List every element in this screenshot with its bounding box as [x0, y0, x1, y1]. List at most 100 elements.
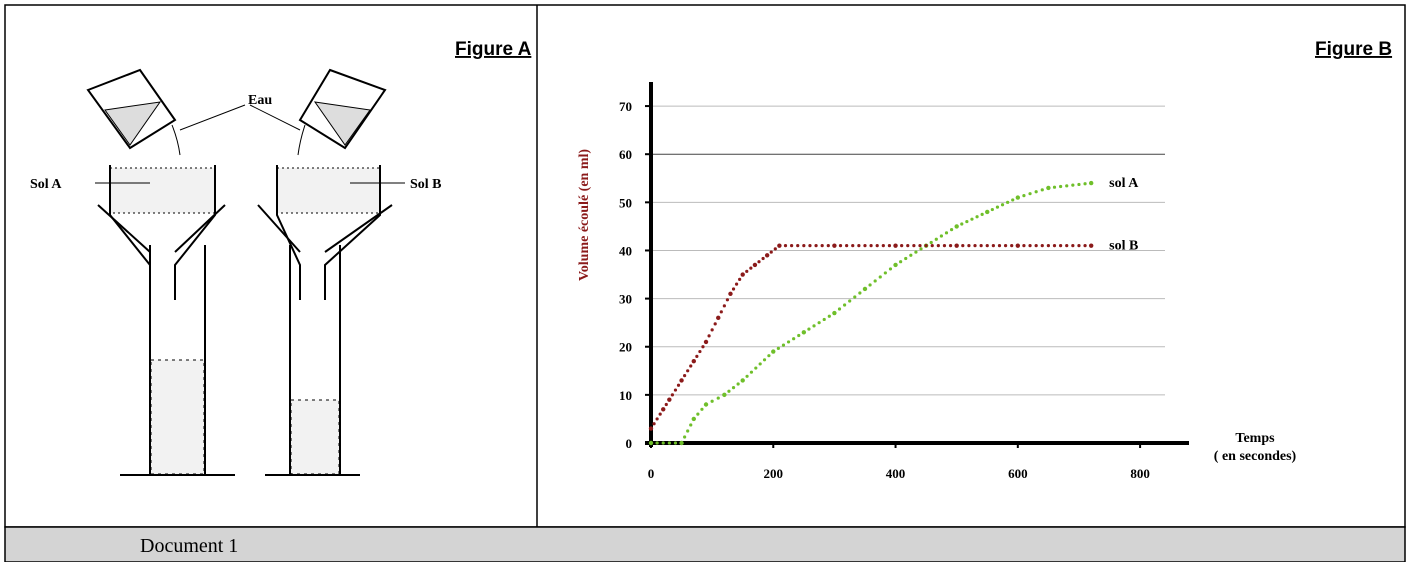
line-dot [719, 310, 723, 314]
data-point [661, 407, 666, 412]
data-point [667, 397, 672, 402]
line-dot [1065, 184, 1069, 188]
water-label: Eau [248, 93, 272, 108]
line-dot [869, 244, 873, 248]
data-point [1088, 180, 1094, 186]
line-dot [700, 407, 704, 411]
line-dot [838, 244, 843, 248]
line-dot [887, 244, 892, 248]
data-point [703, 402, 709, 407]
line-dot [796, 244, 800, 248]
data-point [728, 291, 733, 296]
soil-a-label: Sol A [30, 177, 62, 192]
data-point [954, 224, 959, 229]
x-axis-label: ( en secondes) [1214, 449, 1297, 464]
line-dot [924, 244, 928, 248]
data-point [679, 440, 684, 446]
line-dot [689, 423, 693, 427]
data-point [703, 339, 709, 345]
line-dot [918, 244, 922, 248]
line-dot [698, 349, 702, 354]
line-dot [853, 295, 857, 299]
line-dot [683, 435, 687, 439]
line-dot [1028, 244, 1032, 248]
line-dot [909, 253, 913, 257]
caption-row [4, 526, 1406, 562]
line-dot [695, 354, 699, 358]
line-dot [845, 244, 849, 248]
line-dot [749, 370, 754, 374]
y-tick-label: 0 [626, 436, 633, 451]
line-dot [790, 244, 794, 248]
line-dot [1010, 244, 1014, 248]
y-tick-label: 60 [619, 147, 632, 162]
data-point [716, 315, 721, 321]
line-dot [807, 327, 811, 331]
line-dot [863, 244, 867, 248]
line-dot [664, 402, 668, 407]
line-dot [667, 441, 671, 445]
line-dot [673, 388, 678, 392]
line-dot [1052, 185, 1057, 189]
data-point [832, 243, 837, 248]
x-tick-label: 0 [648, 466, 655, 481]
line-dot [658, 412, 662, 416]
line-dot [970, 217, 974, 221]
line-dot [725, 298, 730, 302]
line-dot [873, 279, 877, 283]
y-tick-label: 50 [619, 195, 632, 210]
data-point [752, 262, 758, 268]
line-dot [934, 237, 938, 241]
line-dot [904, 256, 908, 261]
line-dot [749, 266, 753, 270]
data-point [771, 349, 776, 354]
line-dot [827, 314, 831, 318]
line-dot [878, 275, 882, 279]
line-dot [868, 283, 872, 287]
data-point [801, 330, 807, 335]
data-point [985, 209, 990, 215]
line-dot [967, 244, 971, 248]
line-dot [710, 328, 714, 332]
line-dot [948, 244, 953, 248]
line-dot [939, 234, 943, 238]
data-point [1015, 195, 1021, 200]
line-dot [769, 250, 773, 254]
y-tick-label: 40 [619, 243, 632, 258]
line-dot [1077, 244, 1081, 248]
line-dot [942, 244, 947, 248]
line-dot [727, 389, 731, 393]
line-dot [820, 244, 824, 248]
line-dot [975, 215, 979, 219]
data-point [1046, 185, 1051, 191]
line-dot [822, 317, 826, 322]
x-axis-label: Temps [1235, 431, 1275, 446]
line-dot [655, 441, 659, 445]
line-dot [1083, 244, 1087, 248]
line-dot [670, 393, 674, 397]
line-dot [881, 244, 885, 248]
line-dot [1059, 184, 1063, 189]
line-dot [767, 354, 771, 358]
line-dot [1083, 182, 1087, 186]
data-point [740, 272, 745, 277]
line-dot [786, 340, 791, 344]
line-dot [808, 244, 812, 248]
line-dot [1071, 183, 1075, 187]
line-dot [1052, 244, 1057, 248]
line-dot [812, 324, 816, 328]
data-point [954, 243, 959, 248]
line-dot [797, 333, 801, 338]
line-dot [899, 260, 903, 264]
y-axis-label: Volume écoulé (en ml) [577, 149, 592, 281]
data-point [832, 310, 837, 316]
chart: Figure B Volume écoulé (en ml) Temps ( e… [577, 39, 1392, 481]
data-point [691, 358, 696, 364]
line-dot [1011, 198, 1015, 202]
line-dot [1071, 244, 1075, 248]
line-dot [661, 441, 665, 445]
line-dot [857, 244, 861, 248]
line-dot [686, 369, 690, 373]
line-dot [673, 441, 678, 445]
